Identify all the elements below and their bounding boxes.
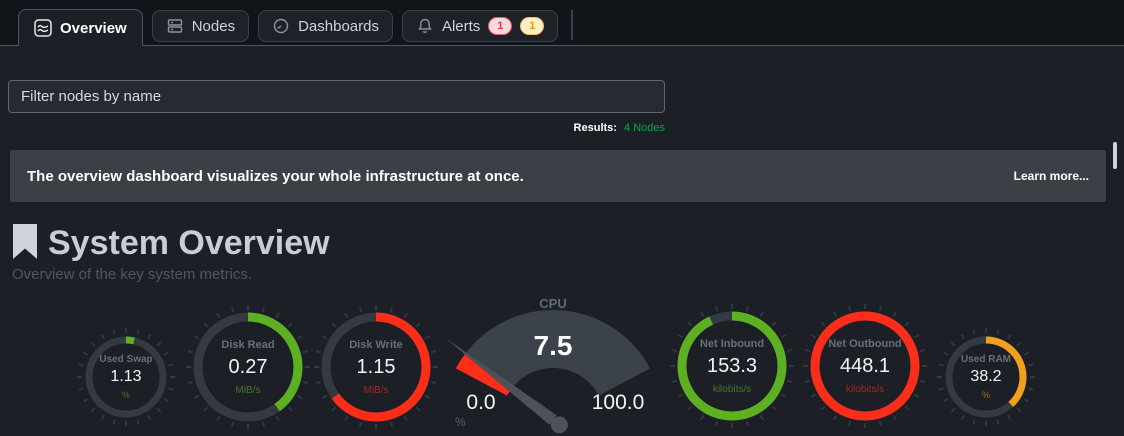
tab-label: Alerts <box>441 17 481 35</box>
info-banner: The overview dashboard visualizes your w… <box>10 150 1106 202</box>
gauge-ring <box>803 304 927 428</box>
section-header: System Overview <box>12 224 330 265</box>
tab-separator <box>571 10 574 40</box>
gauge-max: 100.0 <box>591 391 645 414</box>
tab-alerts[interactable]: Alerts 1 1 <box>401 10 559 42</box>
section-title: System Overview <box>48 224 330 262</box>
bell-icon <box>416 17 434 35</box>
tab-label: Dashboards <box>298 17 379 35</box>
section-subtitle: Overview of the key system metrics. <box>12 266 253 283</box>
gauge-ring <box>77 328 175 426</box>
gauge-net-inbound[interactable]: Net Inbound 153.3 kilobits/s <box>668 302 796 430</box>
learn-more-link[interactable]: Learn more... <box>1013 169 1089 183</box>
gauge-used-swap[interactable]: Used Swap 1.13% <box>76 327 176 427</box>
gauge-ring <box>670 304 794 428</box>
gauge-value: 7.5 <box>533 330 573 361</box>
tab-bar: Overview Nodes Dashboards Alerts 1 1 <box>0 0 1124 46</box>
vertical-scrollbar-thumb[interactable] <box>1113 142 1117 169</box>
nodes-icon <box>166 17 184 35</box>
filter-nodes-input[interactable] <box>8 80 665 113</box>
gauge-ring <box>937 328 1035 426</box>
results-count: 4 Nodes <box>624 122 665 134</box>
gauge-cpu[interactable]: CPU 7.5 0.0 100.0% <box>443 296 663 436</box>
tab-nodes[interactable]: Nodes <box>151 10 250 42</box>
alert-badge-warning[interactable]: 1 <box>520 17 545 35</box>
gauge-needle <box>444 337 557 425</box>
gauge-label: CPU <box>539 296 567 311</box>
tab-dashboards[interactable]: Dashboards <box>258 10 393 42</box>
gauge-unit: % <box>455 415 466 429</box>
gauge-disk-read[interactable]: Disk Read 0.27 MiB/s <box>184 303 312 431</box>
alert-badge-critical[interactable]: 1 <box>488 17 513 35</box>
banner-message: The overview dashboard visualizes your w… <box>27 167 524 185</box>
gauge-used-ram[interactable]: Used RAM 38.2% <box>936 327 1036 427</box>
results-line: Results: 4 Nodes <box>8 122 665 134</box>
gauge-icon <box>272 17 290 35</box>
gauge-dial <box>444 310 651 434</box>
gauge-min: 0.0 <box>466 391 496 414</box>
gauge-disk-write[interactable]: Disk Write 1.15 MiB/s <box>312 303 440 431</box>
tab-label: Overview <box>60 19 127 37</box>
gauge-ring <box>314 305 438 429</box>
bookmark-icon <box>12 224 38 265</box>
tab-label: Nodes <box>191 17 236 35</box>
gauge-ring <box>186 305 310 429</box>
area-chart-icon <box>34 19 52 37</box>
tab-overview[interactable]: Overview <box>18 9 143 46</box>
gauge-net-outbound[interactable]: Net Outbound 448.1 kilobits/s <box>801 302 929 430</box>
results-label: Results: <box>573 122 617 134</box>
